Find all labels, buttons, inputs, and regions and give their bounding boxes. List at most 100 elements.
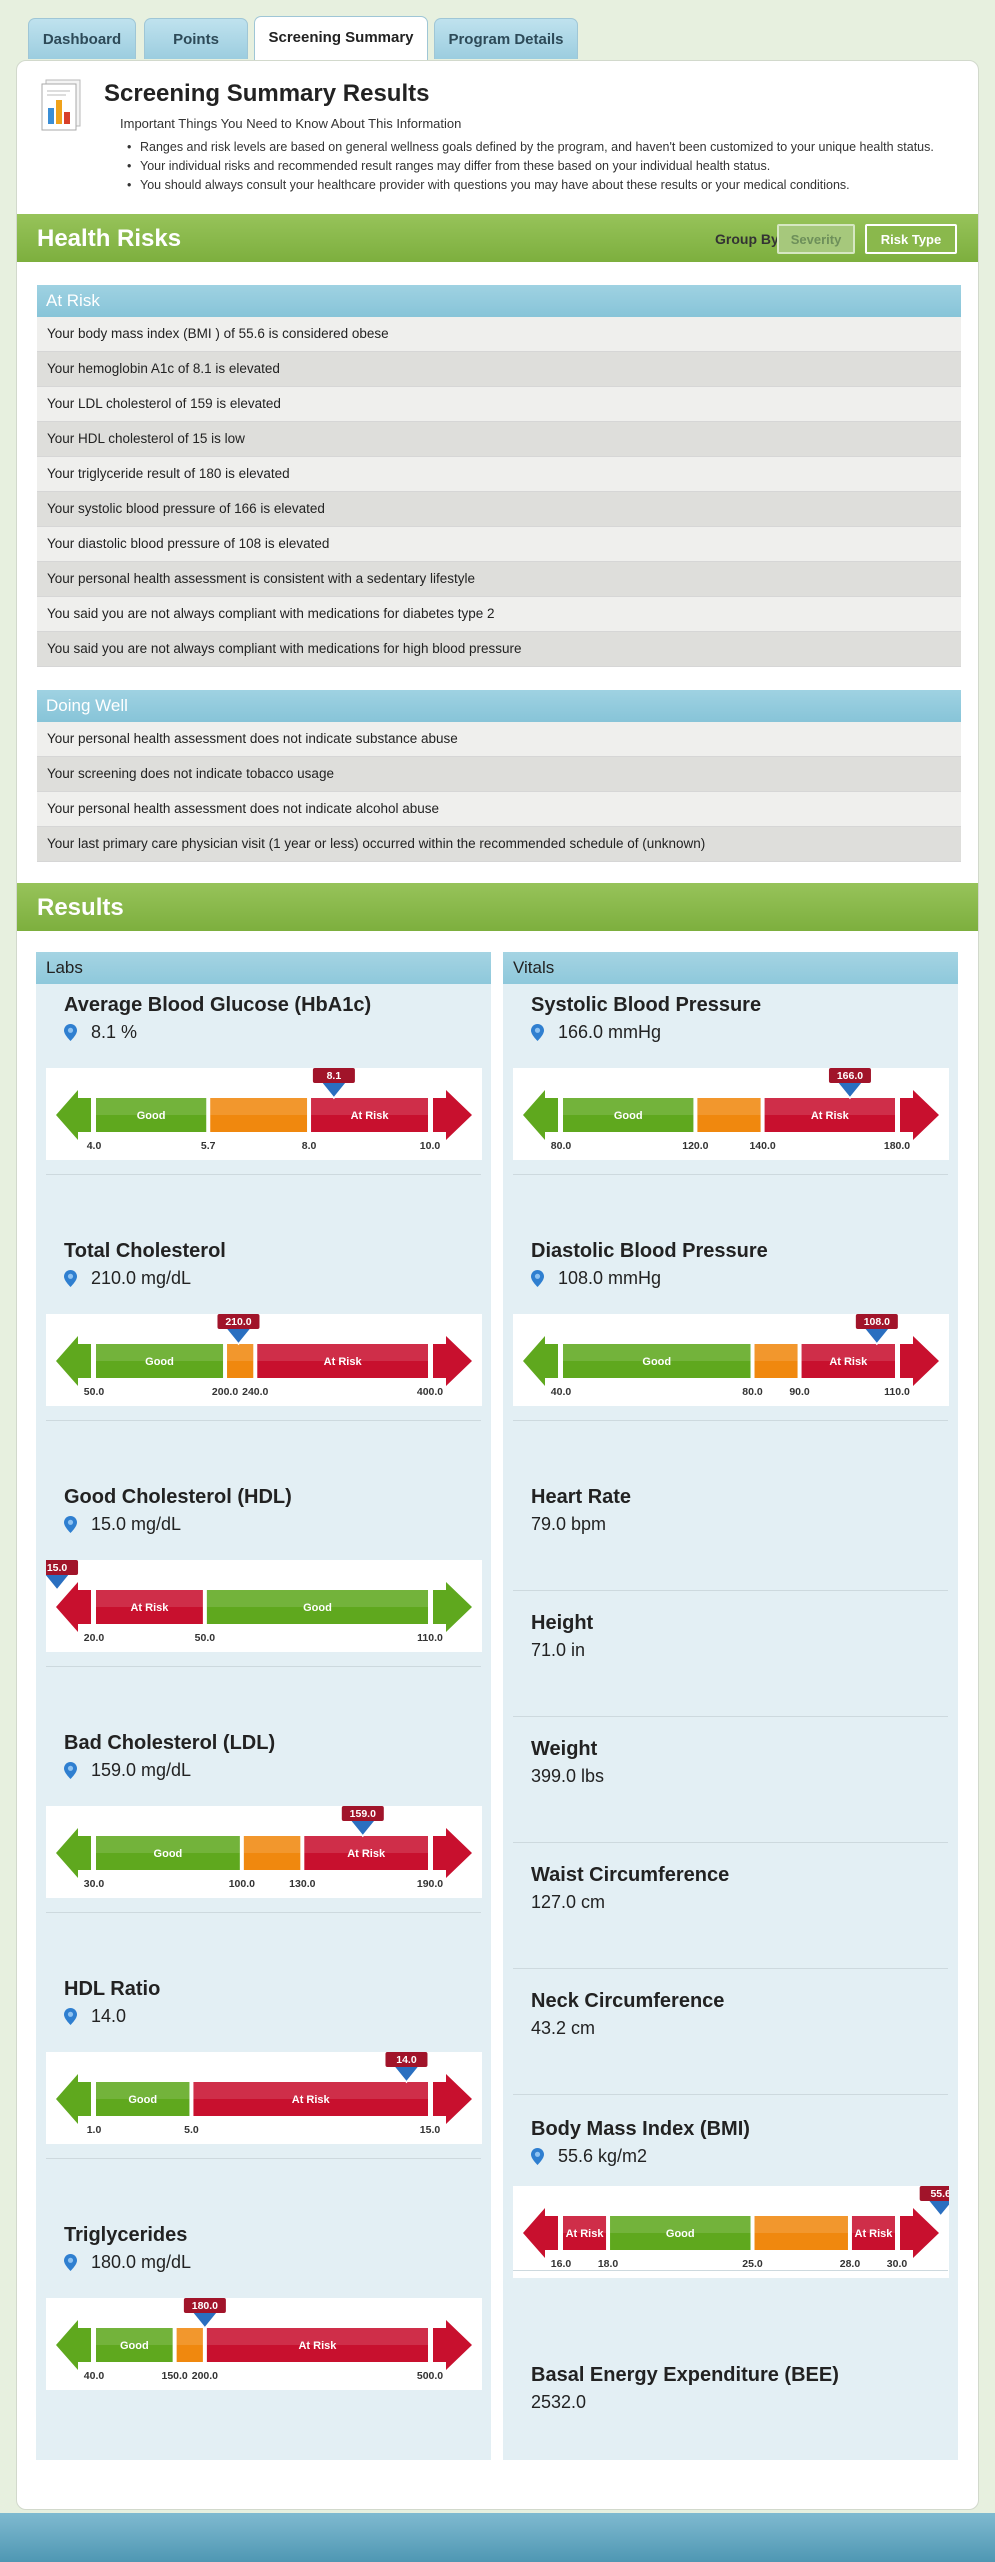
gauge-value-marker: 108.0 bbox=[855, 1314, 898, 1346]
tab-points[interactable]: Points bbox=[144, 18, 248, 59]
gauge-segment-green bbox=[96, 2082, 190, 2116]
gauge-segment-green bbox=[96, 1098, 207, 1132]
gauge-segment-green bbox=[96, 1344, 224, 1378]
gauge-segment-label: At Risk bbox=[324, 1356, 363, 1368]
gauge-segment-orange bbox=[210, 1098, 308, 1132]
location-pin-icon bbox=[64, 1516, 77, 1533]
gauge-tick-label: 40.0 bbox=[84, 2370, 105, 2382]
divider bbox=[46, 1174, 481, 1175]
gauge-right-arrow bbox=[900, 1090, 939, 1140]
doing-well-section: Doing Well Your personal health assessme… bbox=[37, 690, 961, 862]
gauge-left-arrow bbox=[56, 1090, 91, 1140]
gauge-segment-red bbox=[96, 1590, 203, 1624]
doing-well-item: Your personal health assessment does not… bbox=[37, 792, 961, 827]
gauge-right-arrow bbox=[433, 1090, 472, 1140]
risk-item: You said you are not always compliant wi… bbox=[37, 632, 961, 667]
health-risks-title: Health Risks bbox=[37, 225, 182, 252]
gauge-marker-value: 180.0 bbox=[192, 2300, 218, 2312]
health-risks-header: Health Risks Group By: Severity Risk Typ… bbox=[17, 214, 978, 262]
result-value: 180.0 mg/dL bbox=[91, 2252, 192, 2272]
gauge-segment-label: At Risk bbox=[351, 1110, 390, 1122]
gauge-tick-label: 120.0 bbox=[682, 1140, 708, 1152]
gauge-tick-label: 110.0 bbox=[417, 1632, 443, 1644]
result-value: 43.2 cm bbox=[531, 2018, 596, 2038]
risk-item: Your LDL cholesterol of 159 is elevated bbox=[37, 387, 961, 422]
result-value: 166.0 mmHg bbox=[558, 1022, 662, 1042]
gauge-marker-value: 159.0 bbox=[350, 1808, 376, 1820]
gauge-segment-label: At Risk bbox=[855, 2228, 894, 2240]
risk-item: Your HDL cholesterol of 15 is low bbox=[37, 422, 961, 457]
gauge-tick-label: 30.0 bbox=[887, 2258, 908, 2270]
tab-program-details[interactable]: Program Details bbox=[434, 18, 578, 59]
gauge-segment-orange bbox=[243, 1836, 301, 1870]
result-value: 127.0 cm bbox=[531, 1892, 606, 1912]
gauge-segment-label: Good bbox=[642, 1356, 671, 1368]
gauge-tick-label: 20.0 bbox=[84, 1632, 105, 1644]
gauge-value-marker: 15.0 bbox=[46, 1560, 79, 1592]
group-by-risk-type-button[interactable]: Risk Type bbox=[865, 224, 957, 254]
gauge-marker-value: 15.0 bbox=[47, 1562, 68, 1574]
vitals-header: Vitals bbox=[503, 952, 958, 984]
result-name: Heart Rate bbox=[531, 1486, 632, 1508]
gauge-segment-orange bbox=[754, 1344, 798, 1378]
gauge-segment-orange bbox=[754, 2216, 848, 2250]
group-by-label: Group By: bbox=[715, 231, 784, 247]
range-gauge-chart: At Risk Good 20.0 50.0 110.0 15.0 bbox=[46, 1560, 472, 1644]
result-value: 79.0 bpm bbox=[531, 1514, 607, 1534]
gauge-segment-label: Good bbox=[666, 2228, 695, 2240]
summary-notes: Ranges and risk levels are based on gene… bbox=[127, 138, 934, 195]
range-gauge-chart: Good At Risk 40.0 80.0 90.0 110.0 108.0 bbox=[523, 1314, 939, 1398]
gauge-tick-label: 140.0 bbox=[749, 1140, 775, 1152]
tab-screening-summary[interactable]: Screening Summary bbox=[254, 16, 428, 62]
gauge-tick-label: 110.0 bbox=[884, 1386, 910, 1398]
range-gauge: Good At Risk 4.0 5.7 8.0 10.0 8.1 bbox=[46, 1068, 482, 1160]
risk-item: Your diastolic blood pressure of 108 is … bbox=[37, 527, 961, 562]
gauge-tick-label: 50.0 bbox=[195, 1632, 216, 1644]
divider bbox=[513, 1174, 948, 1175]
gauge-left-arrow bbox=[56, 2320, 91, 2370]
tab-dashboard[interactable]: Dashboard bbox=[28, 18, 136, 59]
gauge-tick-label: 25.0 bbox=[742, 2258, 763, 2270]
range-gauge-chart: Good At Risk 30.0 100.0 130.0 190.0 159.0 bbox=[56, 1806, 472, 1890]
gauge-tick-label: 200.0 bbox=[212, 1386, 238, 1398]
gauge-tick-label: 18.0 bbox=[598, 2258, 619, 2270]
result-name: Average Blood Glucose (HbA1c) bbox=[64, 994, 372, 1016]
result-name: Good Cholesterol (HDL) bbox=[64, 1486, 292, 1508]
gauge-tick-label: 190.0 bbox=[417, 1878, 443, 1890]
gauge-segment-green bbox=[96, 1836, 240, 1870]
gauge-value-marker: 166.0 bbox=[828, 1068, 871, 1100]
gauge-tick-label: 240.0 bbox=[242, 1386, 268, 1398]
range-gauge: Good At Risk 40.0 150.0 200.0 500.0 180.0 bbox=[46, 2298, 482, 2390]
gauge-marker-value: 108.0 bbox=[864, 1316, 890, 1328]
range-gauge: Good At Risk 30.0 100.0 130.0 190.0 159.0 bbox=[46, 1806, 482, 1898]
page-title: Screening Summary Results bbox=[104, 80, 430, 107]
result-value: 2532.0 bbox=[531, 2392, 587, 2412]
result-name: Neck Circumference bbox=[531, 1990, 725, 2012]
gauge-segment-green bbox=[563, 1098, 694, 1132]
gauge-tick-label: 4.0 bbox=[87, 1140, 102, 1152]
location-pin-icon bbox=[64, 2008, 77, 2025]
gauge-segment-green bbox=[563, 1344, 751, 1378]
gauge-tick-label: 40.0 bbox=[551, 1386, 572, 1398]
gauge-segment-label: At Risk bbox=[829, 1356, 868, 1368]
group-by-severity-button[interactable]: Severity bbox=[777, 224, 855, 254]
gauge-right-arrow bbox=[900, 1336, 939, 1386]
result-name: Waist Circumference bbox=[531, 1864, 730, 1886]
result-value: 14.0 bbox=[91, 2006, 127, 2026]
result-name: Weight bbox=[531, 1738, 598, 1760]
location-pin-icon bbox=[64, 1762, 77, 1779]
gauge-left-arrow bbox=[523, 2208, 558, 2258]
range-gauge-chart: Good At Risk 80.0 120.0 140.0 180.0 166.0 bbox=[523, 1068, 939, 1152]
range-gauge-chart: Good At Risk 50.0 200.0 240.0 400.0 210.0 bbox=[56, 1314, 472, 1398]
footer-bar bbox=[0, 2513, 995, 2562]
gauge-tick-label: 130.0 bbox=[289, 1878, 315, 1890]
result-value: 108.0 mmHg bbox=[558, 1268, 662, 1288]
gauge-tick-label: 80.0 bbox=[551, 1140, 572, 1152]
doing-well-header: Doing Well bbox=[37, 690, 961, 722]
gauge-tick-label: 100.0 bbox=[229, 1878, 255, 1890]
result-value: 159.0 mg/dL bbox=[91, 1760, 192, 1780]
gauge-left-arrow bbox=[56, 1582, 91, 1632]
result-name: Body Mass Index (BMI) bbox=[531, 2118, 750, 2140]
summary-subtitle: Important Things You Need to Know About … bbox=[120, 116, 462, 131]
gauge-segment-label: At Risk bbox=[292, 2094, 331, 2106]
